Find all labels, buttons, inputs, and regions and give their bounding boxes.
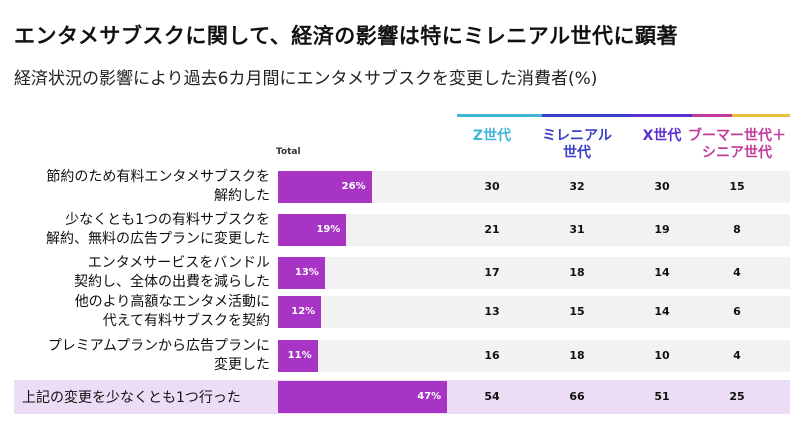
gen-z-color-bar — [457, 114, 542, 117]
row-1-value-3: 8 — [733, 223, 741, 236]
row-3-value-2: 14 — [654, 305, 670, 318]
row-background — [280, 214, 790, 246]
total-column-header: Total — [276, 147, 301, 157]
summary-value-1: 66 — [569, 390, 585, 403]
summary-value-3: 25 — [729, 390, 745, 403]
row-label-2: エンタメサービスをバンドル 契約し、全体の出費を減らした — [74, 255, 270, 290]
row-3-value-0: 13 — [484, 305, 500, 318]
summary-total-label: 47% — [417, 391, 442, 402]
row-4-value-0: 16 — [484, 349, 500, 362]
row-0-value-0: 30 — [484, 180, 500, 193]
generation-header-1: ミレニアル 世代 — [542, 128, 612, 161]
total-bar-3 — [278, 296, 322, 328]
total-bar-4 — [278, 340, 318, 372]
boomer-color-bar — [692, 114, 732, 117]
summary-total-bar — [278, 381, 448, 413]
total-bar-2 — [278, 257, 325, 289]
row-background — [280, 340, 790, 372]
row-label-4: プレミアムプランから広告プランに 変更した — [47, 338, 270, 373]
row-0-value-1: 32 — [569, 180, 585, 193]
row-label-3: 他のより高額なエンタメ活動に 代えて有料サブスクを契約 — [74, 294, 270, 329]
total-label-1: 19% — [316, 224, 341, 235]
row-3-value-1: 15 — [569, 305, 585, 318]
generation-header-0: Z世代 — [472, 128, 512, 144]
row-2-value-0: 17 — [484, 266, 500, 279]
row-background — [280, 257, 790, 289]
row-background — [280, 296, 790, 328]
gen-x-color-bar — [632, 114, 692, 117]
total-label-3: 12% — [291, 306, 316, 317]
senior-color-bar — [732, 114, 790, 117]
chart-title: エンタメサブスクに関して、経済の影響は特にミレニアル世代に顕著 — [14, 24, 678, 48]
row-0-value-3: 15 — [729, 180, 745, 193]
row-2-value-3: 4 — [733, 266, 741, 279]
row-4-value-3: 4 — [733, 349, 741, 362]
total-bar-1 — [278, 214, 347, 246]
row-2-value-2: 14 — [654, 266, 670, 279]
row-0-value-2: 30 — [654, 180, 670, 193]
row-2-value-1: 18 — [569, 266, 585, 279]
row-4-value-1: 18 — [569, 349, 585, 362]
row-1-value-0: 21 — [484, 223, 500, 236]
summary-row-label: 上記の変更を少なくとも1つ行った — [22, 390, 241, 406]
total-label-4: 11% — [287, 350, 312, 361]
total-label-0: 26% — [341, 181, 366, 192]
row-4-value-2: 10 — [654, 349, 670, 362]
row-label-0: 節約のため有料エンタメサブスクを 解約した — [46, 169, 270, 204]
generation-header-3: ブーマー世代＋ シニア世代 — [688, 128, 786, 161]
total-bar-0 — [278, 171, 372, 203]
chart-subtitle: 経済状況の影響により過去6カ月間にエンタメサブスクを変更した消費者(%) — [14, 69, 598, 89]
row-3-value-3: 6 — [733, 305, 741, 318]
total-label-2: 13% — [294, 267, 319, 278]
summary-value-0: 54 — [484, 390, 500, 403]
row-1-value-2: 19 — [654, 223, 670, 236]
summary-value-2: 51 — [654, 390, 670, 403]
row-1-value-1: 31 — [569, 223, 585, 236]
row-label-1: 少なくとも1つの有料サブスクを 解約、無料の広告プランに変更した — [46, 212, 270, 247]
millennial-color-bar — [542, 114, 632, 117]
generation-header-2: X世代 — [642, 128, 682, 144]
